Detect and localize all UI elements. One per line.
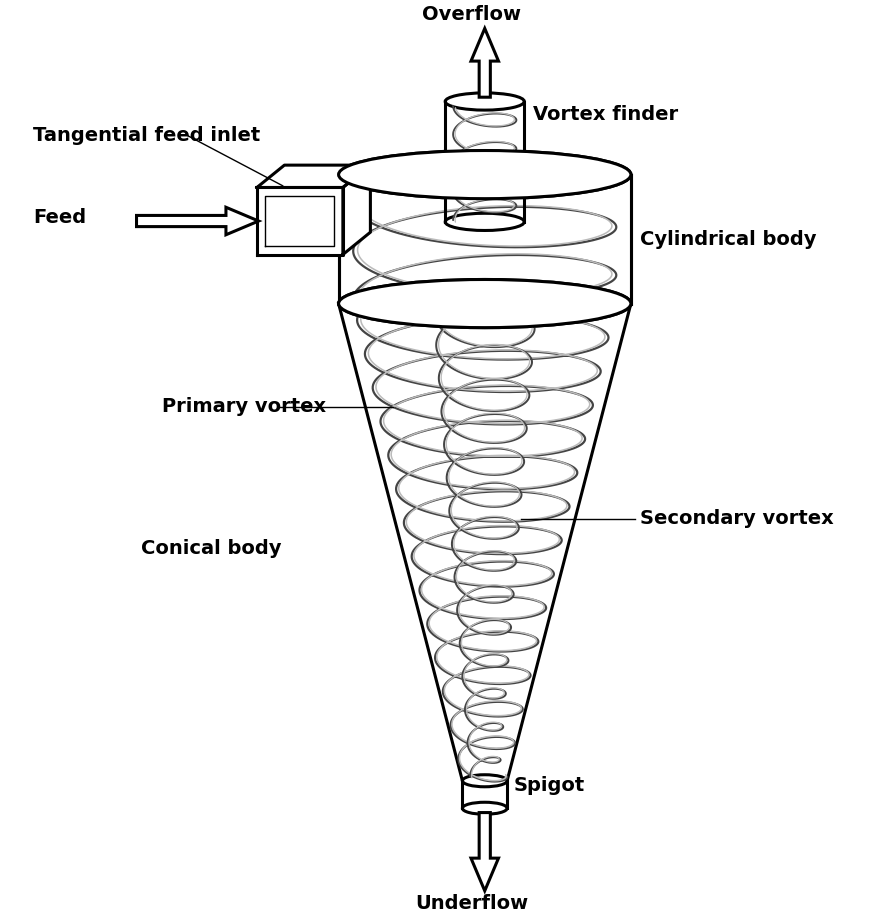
Ellipse shape [463, 775, 507, 787]
Polygon shape [137, 207, 258, 235]
Ellipse shape [338, 279, 630, 328]
Ellipse shape [338, 151, 630, 198]
Text: Secondary vortex: Secondary vortex [639, 509, 833, 528]
Text: Spigot: Spigot [514, 776, 585, 795]
Text: Feed: Feed [34, 208, 86, 227]
Text: Vortex finder: Vortex finder [533, 105, 678, 124]
Text: Conical body: Conical body [141, 539, 281, 558]
Polygon shape [257, 165, 370, 187]
Polygon shape [471, 28, 498, 97]
Ellipse shape [338, 151, 630, 198]
Text: Tangential feed inlet: Tangential feed inlet [34, 127, 260, 145]
Text: Primary vortex: Primary vortex [163, 397, 327, 416]
Text: Cylindrical body: Cylindrical body [639, 230, 816, 249]
Ellipse shape [463, 802, 507, 814]
Ellipse shape [338, 279, 630, 328]
Polygon shape [471, 812, 498, 890]
Text: Underflow: Underflow [416, 894, 528, 913]
Ellipse shape [445, 93, 524, 110]
Ellipse shape [445, 213, 524, 230]
Polygon shape [257, 187, 343, 254]
Polygon shape [343, 165, 370, 254]
Text: Overflow: Overflow [423, 6, 521, 24]
